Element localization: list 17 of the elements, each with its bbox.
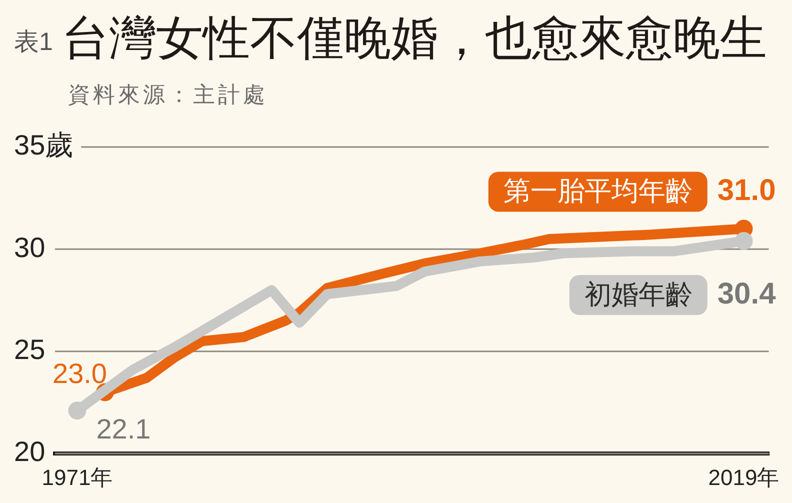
point [734,232,753,250]
data-label: 31.0 [717,174,776,207]
series-label: 初婚年齡 [584,279,692,310]
y-tick-label: 35歲 [14,130,74,161]
y-tick-label: 20 [14,436,46,468]
y-tick-label: 30 [14,232,46,263]
data-label: 30.4 [717,277,776,310]
y-tick-label: 25 [14,334,46,366]
x-tick-label: 1971年 [42,464,113,490]
source-note: 資料來源：主計處 [68,82,268,107]
text: 表1 [14,28,53,56]
point [68,402,86,420]
series-label: 第一胎平均年齡 [503,176,692,206]
data-label: 22.1 [96,413,151,444]
x-tick-label: 2019年 [708,464,780,490]
data-label: 23.0 [52,358,107,389]
chart-title: 台灣女性不僅晚婚，也愈來愈晚生 [62,11,767,64]
